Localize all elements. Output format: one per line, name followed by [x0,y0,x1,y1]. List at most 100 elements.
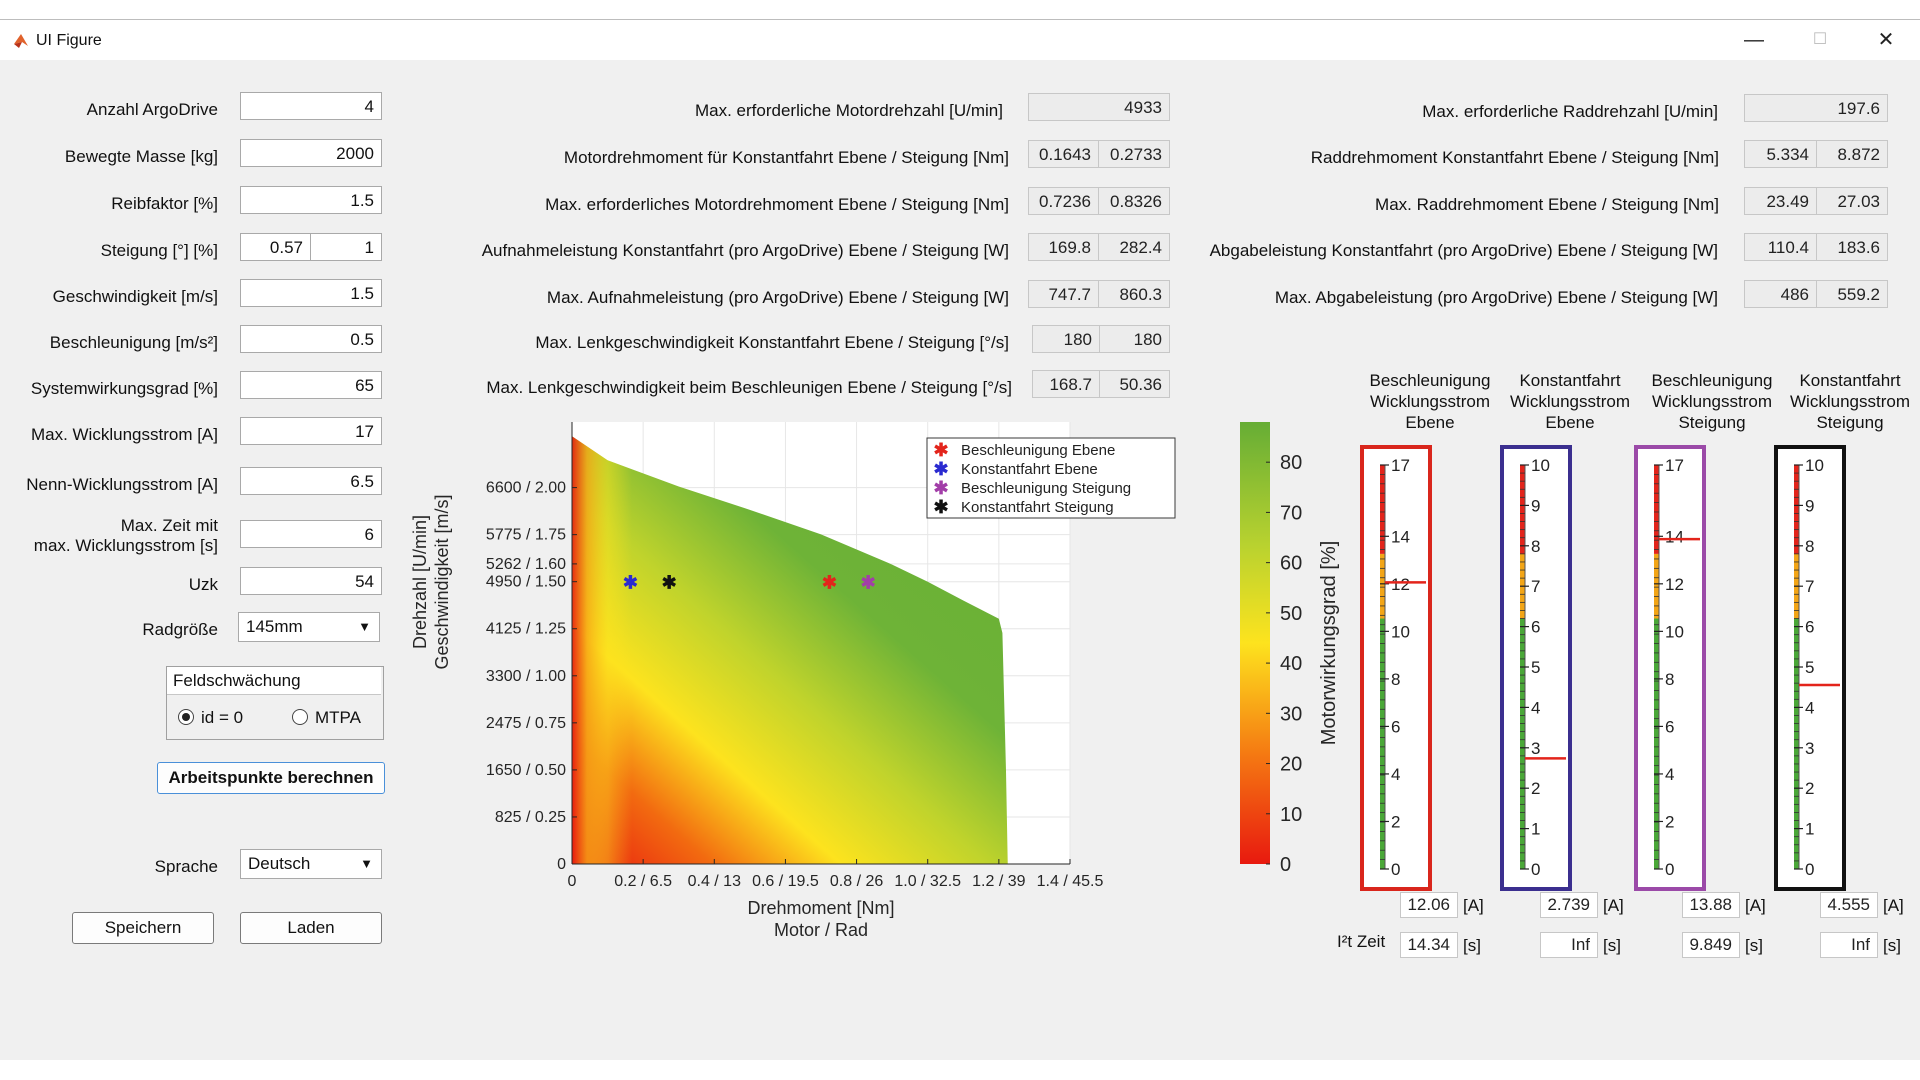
legend-marker: ✱ [933,478,948,498]
gauge-band [1794,465,1799,554]
sprache-dropdown[interactable]: Deutsch ▼ [240,849,382,879]
gauge-title-line: Steigung [1678,413,1746,432]
max-raddrehmoment-label: Max. Raddrehmoment Ebene / Steigung [Nm] [1375,195,1719,214]
sprache-label: Sprache [154,857,218,876]
gauge-band [1520,465,1525,554]
gauge-tick-label: 4 [1391,765,1400,784]
max-zeit-label-1: Max. Zeit mit [120,516,218,535]
gauge-tick-label: 2 [1805,779,1814,798]
gauge-tick-label: 4 [1531,698,1540,717]
gauge-tick-label: 10 [1531,456,1550,475]
legend-marker: ✱ [933,459,948,479]
i2t-value: Inf [1540,932,1598,958]
gauge-tick-label: 1 [1531,820,1540,839]
lenk-beschl-steigung: 50.36 [1099,370,1170,398]
radio-id0-label: id = 0 [201,708,244,727]
speichern-button[interactable]: Speichern [72,912,214,944]
x-tick-labels: 0 0.2 / 6.5 0.4 / 13 0.6 / 19.5 0.8 / 26 1.0 … [568,859,1104,890]
radio-id0[interactable] [178,709,194,725]
maximize-button[interactable]: ☐ [1812,31,1828,48]
radio-mtpa[interactable] [292,709,308,725]
gauge-band [1794,618,1799,869]
laden-button[interactable]: Laden [240,912,382,944]
gauge-band [1654,618,1659,869]
max-aufnahmeleistung-steigung: 860.3 [1098,280,1170,308]
minimize-button[interactable]: — [1744,29,1764,51]
gauge-tick-label: 6 [1805,618,1814,637]
colorbar-tick-label: 0 [1280,854,1291,876]
gauge-tick-label: 14 [1665,527,1684,546]
gauge-tick-label: 5 [1805,658,1814,677]
max-aufnahmeleistung-ebene: 747.7 [1028,280,1099,308]
arbeitspunkte-berechnen-button[interactable]: Arbeitspunkte berechnen [157,762,385,794]
nenn-wicklungsstrom-label: Nenn-Wicklungsstrom [A] [26,475,218,494]
y-axis-label-1: Drehzahl [U/min] [410,515,430,649]
title-bar: UI Figure — ☐ ✕ [0,20,1920,60]
chevron-down-icon: ▼ [360,856,373,871]
max-zeit-field[interactable]: 6 [240,520,382,548]
radgroesse-dropdown[interactable]: 145mm ▼ [238,612,380,642]
operating-points: ✱ ✱ ✱ ✱ [623,573,876,593]
beschleunigung-field[interactable]: 0.5 [240,325,382,353]
i2t-unit: [s] [1463,936,1481,955]
x-tick-label: 0.4 / 13 [688,873,741,890]
gauge-tick-label: 8 [1531,537,1540,556]
gauge-band [1380,618,1385,869]
gauge-tick-label: 1 [1805,820,1814,839]
max-motordrehmoment-ebene: 0.7236 [1028,187,1099,215]
aufnahmeleistung-konst-steigung: 282.4 [1098,233,1170,261]
gauge-title-line: Wicklungsstrom [1510,392,1630,411]
gauge-title-line: Beschleunigung [1369,371,1491,390]
gauge: 0 1 2 3 4 5 6 7 8 9 10 [1500,445,1572,891]
abgabeleistung-konst-label: Abgabeleistung Konstantfahrt (pro ArgoDr… [1209,241,1718,260]
steigung-deg-field[interactable]: 0.57 [240,233,311,261]
colorbar-ticks: 0 10 20 30 40 50 60 70 80 [1266,452,1302,876]
gauge-title-line: Wicklungsstrom [1790,392,1910,411]
gauge-tick-label: 0 [1665,860,1674,879]
y-tick-labels: 0 825 / 0.25 1650 / 0.50 2475 / 0.75 3300 / … [486,480,577,873]
y-tick-label: 2475 / 0.75 [486,715,566,732]
i2t-unit: [s] [1883,936,1901,955]
matlab-icon [14,34,28,48]
close-button[interactable]: ✕ [1877,29,1895,51]
gauge-unit: [A] [1603,896,1624,915]
legend-marker: ✱ [933,440,948,460]
gauge-title-line: Wicklungsstrom [1370,392,1490,411]
gauge-tick-label: 8 [1391,670,1400,689]
systemwirkungsgrad-field[interactable]: 65 [240,371,382,399]
operating-point-marker: ✱ [822,573,837,593]
gauge-band [1654,465,1659,554]
feldschwaechung-group: Feldschwächung id = 0 MTPA [166,666,384,740]
systemwirkungsgrad-label: Systemwirkungsgrad [%] [30,379,218,398]
x-tick-label: 0.6 / 19.5 [752,873,819,890]
nenn-wicklungsstrom-field[interactable]: 6.5 [240,467,382,495]
y-tick-label: 6600 / 2.00 [486,480,566,497]
legend: Beschleunigung Ebene Konstantfahrt Ebene… [926,437,1176,519]
motordrehmoment-konst-ebene: 0.1643 [1028,140,1099,168]
gauge-title-line: Konstantfahrt [1799,371,1901,390]
legend-marker: ✱ [933,497,948,517]
reibfaktor-field[interactable]: 1.5 [240,186,382,214]
steigung-pct-field[interactable]: 1 [310,233,382,261]
gauge-frame [1634,445,1706,891]
lenk-konst-ebene: 180 [1032,325,1100,353]
gauge-title-line: Beschleunigung [1651,371,1773,390]
geschwindigkeit-field[interactable]: 1.5 [240,279,382,307]
gauge-tick-label: 6 [1391,717,1400,736]
anzahl-field[interactable]: 4 [240,92,382,120]
raddrehzahl-label: Max. erforderliche Raddrehzahl [U/min] [1422,102,1718,121]
x-tick-label: 1.4 / 45.5 [1037,873,1104,890]
motordrehzahl-label: Max. erforderliche Motordrehzahl [U/min] [694,101,1003,120]
max-wicklungsstrom-field[interactable]: 17 [240,417,382,445]
masse-field[interactable]: 2000 [240,139,382,167]
gauge-tick-label: 3 [1531,739,1540,758]
colorbar-label: Motorwirkungsgrad [%] [1318,541,1340,746]
max-zeit-label-2: max. Wicklungsstrom [s] [33,536,218,555]
colorbar-tick-label: 50 [1280,603,1302,625]
radgroesse-value: 145mm [246,617,303,636]
lenk-beschl-label: Max. Lenkgeschwindigkeit beim Beschleuni… [486,378,1012,397]
uzk-field[interactable]: 54 [240,567,382,595]
motordrehzahl-value: 4933 [1028,93,1170,121]
gauge-tick-label: 17 [1665,456,1684,475]
gauge-tick-label: 6 [1665,717,1674,736]
